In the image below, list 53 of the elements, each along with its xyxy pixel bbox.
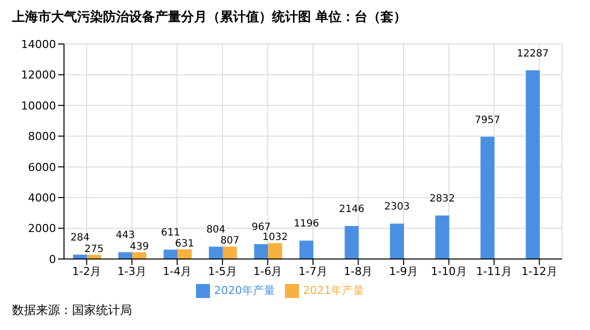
bar [222,246,237,259]
legend-label: 2021年产量 [303,284,364,297]
data-label: 807 [220,236,240,247]
bar [268,243,282,259]
data-label: 1032 [262,232,288,244]
bar [118,252,132,259]
legend-label: 2020年产量 [214,284,275,297]
y-tick-label: 8000 [28,130,56,144]
y-tick-label: 6000 [28,160,56,174]
bar [526,70,540,259]
data-label: 2303 [384,202,410,213]
bar [73,254,88,259]
bar [178,249,192,259]
bar [344,226,359,259]
x-tick-label: 1-7月 [298,264,328,278]
y-tick-label: 4000 [28,191,56,204]
data-label: 967 [252,222,271,234]
source-note: 数据来源：国家统计局 [11,302,133,319]
bar [208,246,223,259]
data-label: 12287 [516,48,549,60]
y-tick-label: 2000 [28,222,56,236]
data-label: 443 [116,230,135,242]
x-tick-label: 1-2月 [72,264,102,278]
x-tick-label: 1-3月 [117,264,146,278]
x-tick-label: 1-8月 [344,264,373,278]
data-label: 284 [70,232,90,244]
x-tick-label: 1-10月 [430,264,467,278]
data-label: 2832 [430,194,455,205]
data-label: 804 [206,224,226,236]
y-tick-label: 12000 [21,68,56,82]
bar [254,244,268,259]
data-label: 7957 [474,114,500,126]
x-tick-label: 1-5月 [208,264,237,278]
y-tick-label: 10000 [21,99,56,112]
y-tick-label: 14000 [21,38,56,51]
data-label: 439 [130,241,149,252]
data-label: 275 [84,244,104,255]
x-tick-label: 1-6月 [253,264,282,278]
data-label: 611 [161,228,180,239]
bar [299,240,314,259]
data-label: 631 [175,238,194,250]
x-tick-label: 1-12月 [521,264,558,278]
bar [435,216,450,259]
x-tick-label: 1-4月 [162,264,192,278]
y-tick-label: 0 [49,252,56,266]
bar [480,136,495,259]
chart-title: 上海市大气污染防治设备产量分月（累计值）统计图 单位：台（套） [11,8,408,27]
x-tick-label: 1-11月 [476,264,512,278]
data-label: 1196 [294,218,320,230]
data-label: 2146 [338,204,364,216]
bar [164,250,178,259]
bar [390,224,404,259]
x-tick-label: 1-9月 [389,264,418,278]
